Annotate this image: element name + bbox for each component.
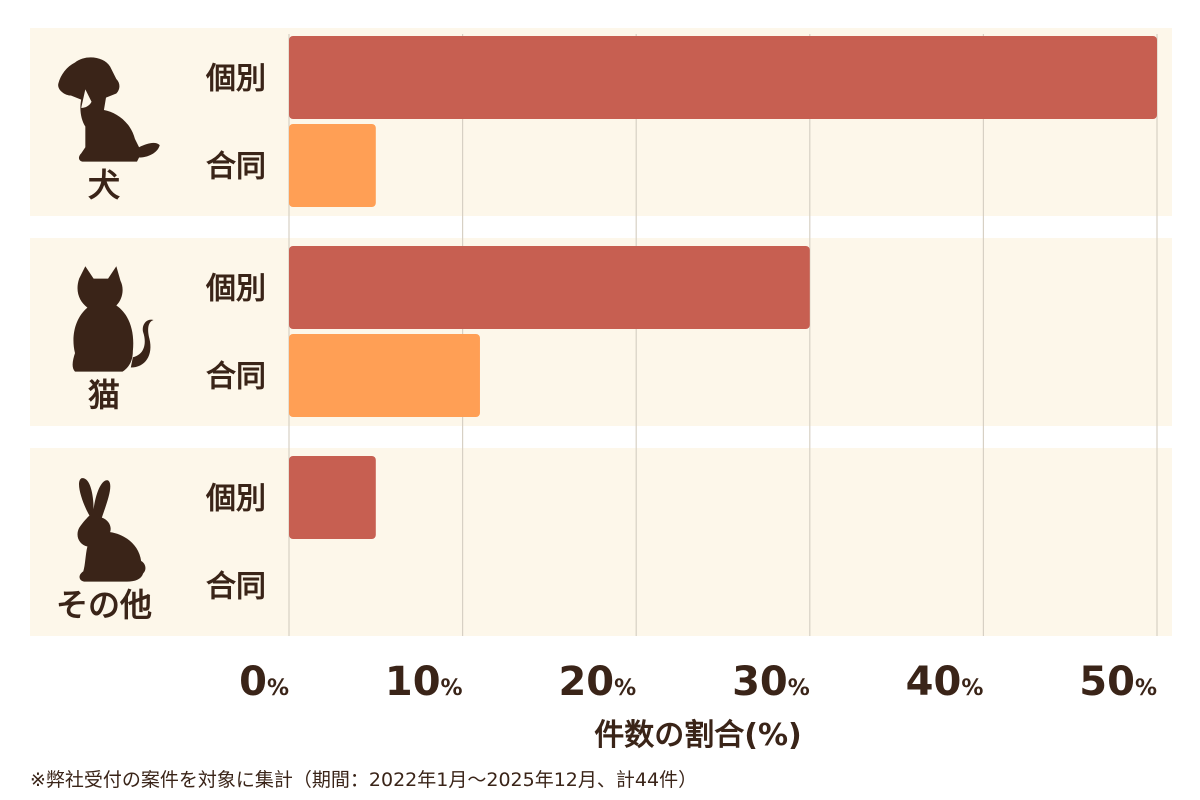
tick-label: 50% xyxy=(1079,659,1157,705)
series-label: 個別 xyxy=(205,482,266,517)
bar xyxy=(289,124,376,207)
bar xyxy=(289,334,480,417)
series-label: 個別 xyxy=(205,62,266,97)
x-axis-label: 件数の割合(%) xyxy=(594,718,801,753)
series-label: 個別 xyxy=(205,272,266,307)
group-label: 猫 xyxy=(88,376,120,414)
group-label: 犬 xyxy=(88,166,120,204)
series-label: 合同 xyxy=(206,360,266,395)
tick-label: 0% xyxy=(239,659,289,705)
series-label: 合同 xyxy=(206,570,266,605)
bar xyxy=(289,246,810,329)
tick-label: 20% xyxy=(558,659,636,705)
series-label: 合同 xyxy=(206,150,266,185)
group-label: その他 xyxy=(56,586,152,624)
bar xyxy=(289,36,1157,119)
tick-label: 30% xyxy=(732,659,810,705)
group-panel xyxy=(30,448,1172,636)
bar xyxy=(289,456,376,539)
tick-label: 40% xyxy=(906,659,984,705)
footnote: ※弊社受付の案件を対象に集計（期間：2022年1月～2025年12月、計44件） xyxy=(30,769,698,791)
tick-label: 10% xyxy=(385,659,463,705)
